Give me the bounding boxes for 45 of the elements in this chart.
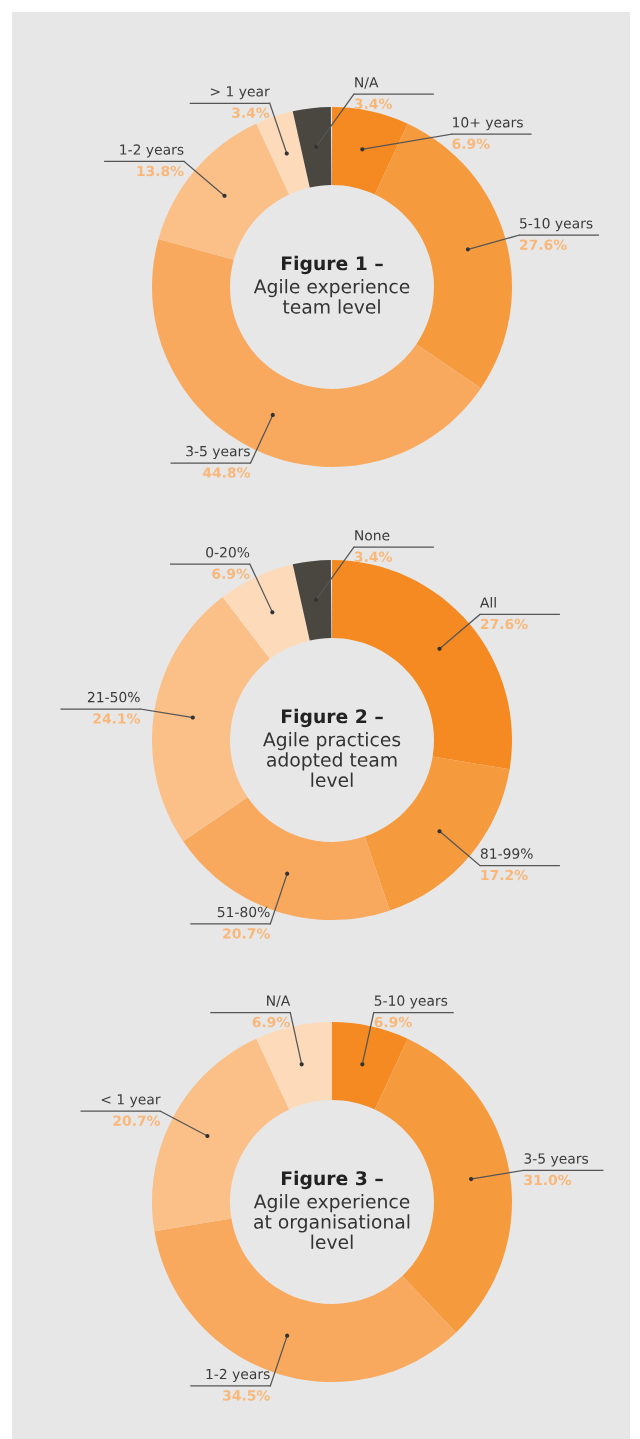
- slice-label: 51-80%: [217, 906, 270, 918]
- slice-label: 1-2 years: [120, 144, 184, 158]
- slice-label: 10+ years: [453, 117, 523, 131]
- data-label: 6.9%: [212, 568, 250, 579]
- data-label: 31.0%: [524, 1174, 572, 1186]
- slice-label: 5-10 years: [520, 218, 593, 232]
- slice-label: 1-2 years: [206, 1368, 270, 1382]
- donut-slice: [332, 107, 408, 195]
- slice-label: 3-5 years: [186, 445, 250, 460]
- data-label: 6.9%: [452, 138, 490, 149]
- text: Figure 2 –: [282, 708, 383, 728]
- data-label: 3.4%: [232, 107, 270, 119]
- text: Agile experience at organisational level: [253, 1194, 410, 1250]
- data-label: 27.6%: [520, 239, 567, 250]
- slice-label: > 1 year: [210, 86, 270, 100]
- data-label: 6.9%: [374, 1016, 412, 1028]
- donut-slice: [183, 797, 390, 920]
- data-label: 44.8%: [202, 467, 251, 478]
- data-label: 20.7%: [113, 1115, 161, 1126]
- data-label: 3.4%: [354, 98, 392, 109]
- slice-label: N/A: [355, 77, 379, 89]
- slice-label: 0-20%: [206, 547, 250, 558]
- data-label: 20.7%: [223, 928, 270, 939]
- slice-label: < 1 year: [101, 1094, 161, 1108]
- data-label: 3.4%: [354, 551, 392, 562]
- data-label: 13.8%: [137, 165, 184, 177]
- slice-label: 5-10 years: [374, 995, 448, 1009]
- text: Figure 3 –: [282, 1170, 383, 1190]
- data-label: 27.6%: [481, 618, 528, 630]
- slice-label: N/A: [267, 995, 291, 1007]
- data-label: 6.9%: [252, 1016, 290, 1028]
- donut-slice: [152, 238, 481, 467]
- donut-slice: [292, 560, 332, 641]
- slice-label: 21-50%: [87, 691, 140, 703]
- donut-slice: [292, 107, 332, 188]
- data-label: 24.1%: [93, 713, 141, 724]
- slice-label: None: [355, 530, 390, 541]
- slice-label: All: [480, 597, 496, 608]
- text: Agile practices adopted team level: [263, 732, 401, 788]
- text: Figure 1 –: [282, 255, 383, 275]
- slice-label: 81-99%: [480, 848, 533, 859]
- text: Agile experience team level: [253, 279, 410, 314]
- data-label: 34.5%: [223, 1390, 270, 1401]
- slice-label: 3-5 years: [524, 1153, 589, 1167]
- data-label: 17.2%: [481, 869, 528, 881]
